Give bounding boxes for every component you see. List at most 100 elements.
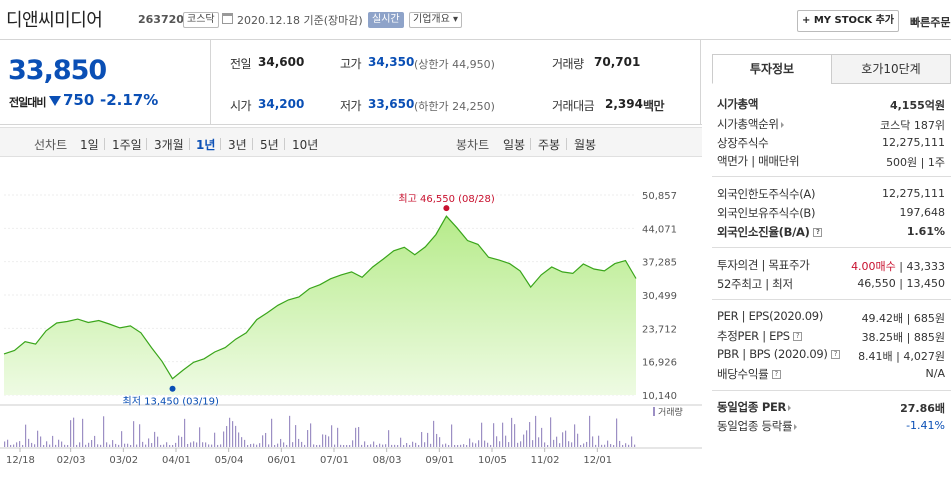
tab-3y[interactable]: 3년 (228, 138, 247, 152)
volume-bar (580, 444, 582, 447)
help-icon[interactable]: ? (830, 350, 840, 359)
tab-invest-info[interactable]: 투자정보 (712, 54, 832, 84)
tab-3m[interactable]: 3개월 (154, 138, 184, 152)
quick-order-button[interactable]: 빠른주문 (910, 16, 951, 29)
volume-bar (208, 444, 210, 447)
tab-5y[interactable]: 5년 (260, 138, 279, 152)
volume-bar (328, 436, 330, 447)
tab-monthly[interactable]: 월봉 (574, 138, 597, 152)
volume-bar (622, 444, 624, 447)
change-label: 전일대비 (9, 96, 46, 109)
help-icon[interactable]: ? (771, 370, 781, 379)
stock-code: 263720 (138, 13, 184, 26)
div-value: N/A (925, 367, 945, 380)
volume-bar (31, 442, 33, 447)
change-percent: -2.17% (100, 91, 159, 109)
volume-bar (403, 444, 405, 447)
volume-bar (544, 442, 546, 447)
volume-bar (190, 442, 192, 447)
div-label: 배당수익률 ? (717, 366, 781, 382)
volume-bar (16, 442, 18, 447)
foreign-ratio-label: 외국인소진율(B/A) ? (717, 224, 823, 240)
tab-1y[interactable]: 1년 (196, 138, 216, 152)
volume-bar (133, 421, 135, 447)
volume-bar (343, 444, 345, 447)
volume-bar (28, 438, 30, 447)
volume-bar (172, 444, 174, 447)
volume-bar (73, 417, 75, 447)
volume-bar (613, 444, 615, 447)
tab-orderbook[interactable]: 호가10단계 (831, 54, 951, 84)
divider (712, 299, 951, 300)
volume-bar (4, 441, 6, 447)
volume-bar (100, 444, 102, 447)
tab-separator (104, 138, 105, 150)
volume-bar (439, 437, 441, 447)
tab-daily[interactable]: 일봉 (503, 138, 526, 152)
volume-bar (523, 434, 525, 447)
industry-change-label[interactable]: 동일업종 등락률 (717, 418, 798, 434)
volume-bar (193, 441, 195, 447)
tab-separator (252, 138, 253, 150)
volume-bar (586, 441, 588, 447)
volume-bar (271, 418, 273, 447)
volume-bar (310, 423, 312, 447)
pbr-label: PBR | BPS (2020.09) ? (717, 347, 840, 361)
est-per-text: 추정PER | EPS (717, 329, 790, 343)
y-tick-label: 44,071 (642, 224, 677, 235)
volume-bar (25, 424, 27, 447)
tab-1d[interactable]: 1일 (80, 138, 99, 152)
tab-separator (220, 138, 221, 150)
high-value: 34,350 (368, 55, 415, 69)
help-icon[interactable]: ? (813, 228, 823, 237)
volume-bar (10, 444, 12, 447)
help-icon[interactable]: ? (793, 332, 803, 341)
volume-bar (538, 437, 540, 447)
market-cap-rank-label[interactable]: 시가총액순위 (717, 116, 784, 132)
volume-bar (97, 444, 99, 447)
price-chart[interactable]: 50,857 44,071 37,285 30,499 23,712 16,926 10,1… (0, 157, 702, 483)
volume-bar (262, 435, 264, 447)
divider (712, 390, 951, 391)
company-info-dropdown[interactable]: 기업개요 ▾ (409, 12, 462, 28)
volume-bar (574, 424, 576, 447)
volume-bar (550, 417, 552, 447)
x-tick-label: 06/01 (267, 455, 296, 466)
hl52-value: 46,550 | 13,450 (857, 277, 945, 290)
volume-bar (247, 444, 249, 447)
volume-bar (592, 436, 594, 447)
add-my-stock-button[interactable]: + MY STOCK 추가 (797, 10, 899, 32)
price-line (3, 215, 637, 380)
tab-separator (284, 138, 285, 150)
volume-bar (139, 424, 141, 447)
industry-per-label[interactable]: 동일업종 PER (717, 399, 792, 415)
volume-bar (274, 445, 276, 447)
volume-bar (268, 444, 270, 447)
volume-bar (49, 444, 51, 447)
volume-bar (514, 424, 516, 447)
tab-1w[interactable]: 1주일 (112, 138, 142, 152)
volume-bar (178, 435, 180, 447)
stock-header (0, 0, 951, 40)
volume-bar (112, 440, 114, 447)
volume-bar (280, 438, 282, 447)
tab-weekly[interactable]: 주봉 (538, 138, 561, 152)
volume-bar (163, 444, 165, 447)
volume-bar (106, 442, 108, 447)
per-label: PER | EPS(2020.09) (717, 309, 824, 323)
volume-bar (331, 425, 333, 447)
volume-legend-swatch (653, 407, 655, 416)
volume-bar (289, 415, 291, 447)
volume-bar (355, 427, 357, 447)
volume-bar (598, 435, 600, 447)
volume-bar (478, 440, 480, 447)
x-tick-label: 07/01 (320, 455, 349, 466)
volume-bar (373, 441, 375, 447)
low-annotation: 최저 13,450 (03/19) (123, 396, 219, 408)
amount-unit: 백만 (643, 99, 665, 113)
volume-bar (391, 444, 393, 447)
hl52-label: 52주최고 | 최저 (717, 277, 793, 291)
realtime-button[interactable]: 실시간 (368, 12, 404, 28)
volume-bar (610, 444, 612, 447)
tab-10y[interactable]: 10년 (292, 138, 319, 152)
